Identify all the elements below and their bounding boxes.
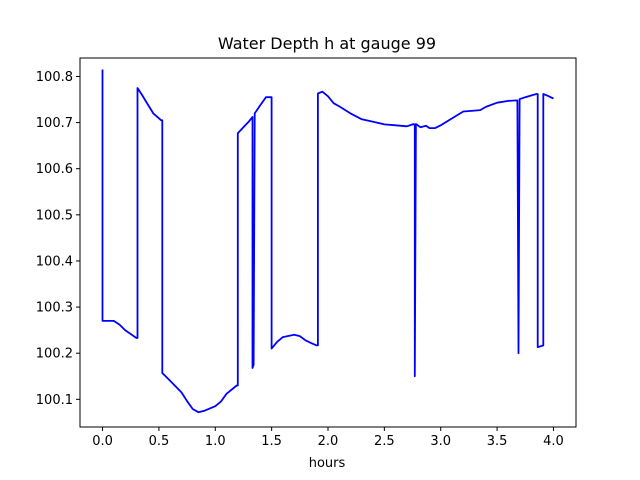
x-tick-label: 3.5	[487, 434, 508, 449]
y-tick-label: 100.4	[36, 254, 73, 269]
chart-title: Water Depth h at gauge 99	[218, 34, 436, 53]
x-tick-label: 2.0	[318, 434, 339, 449]
x-tick-label: 1.0	[205, 434, 226, 449]
x-tick-label: 2.5	[374, 434, 395, 449]
y-tick-label: 100.8	[36, 70, 73, 85]
x-tick-label: 0.5	[149, 434, 170, 449]
series-layer	[101, 69, 554, 414]
x-tick-label: 0.0	[92, 434, 113, 449]
x-tick-label: 3.0	[430, 434, 451, 449]
y-tick-label: 100.3	[36, 301, 73, 316]
x-tick-label: 1.5	[261, 434, 282, 449]
y-tick-label: 100.1	[36, 393, 73, 408]
y-tick-label: 100.2	[36, 347, 73, 362]
plot-frame	[79, 57, 577, 428]
series-line-0	[101, 69, 554, 414]
x-axis: 0.0 0.5 1.0 1.5 2.0 2.5 3.0 3.5 4.0	[92, 427, 564, 449]
y-tick-label: 100.7	[36, 116, 73, 131]
y-tick-label: 100.6	[36, 162, 73, 177]
x-tick-label: 4.0	[543, 434, 564, 449]
y-axis: 100.1 100.2 100.3 100.4 100.5 100.6 100.7 100.8	[36, 70, 80, 408]
x-axis-label: hours	[309, 456, 346, 471]
y-tick-label: 100.5	[36, 208, 73, 223]
